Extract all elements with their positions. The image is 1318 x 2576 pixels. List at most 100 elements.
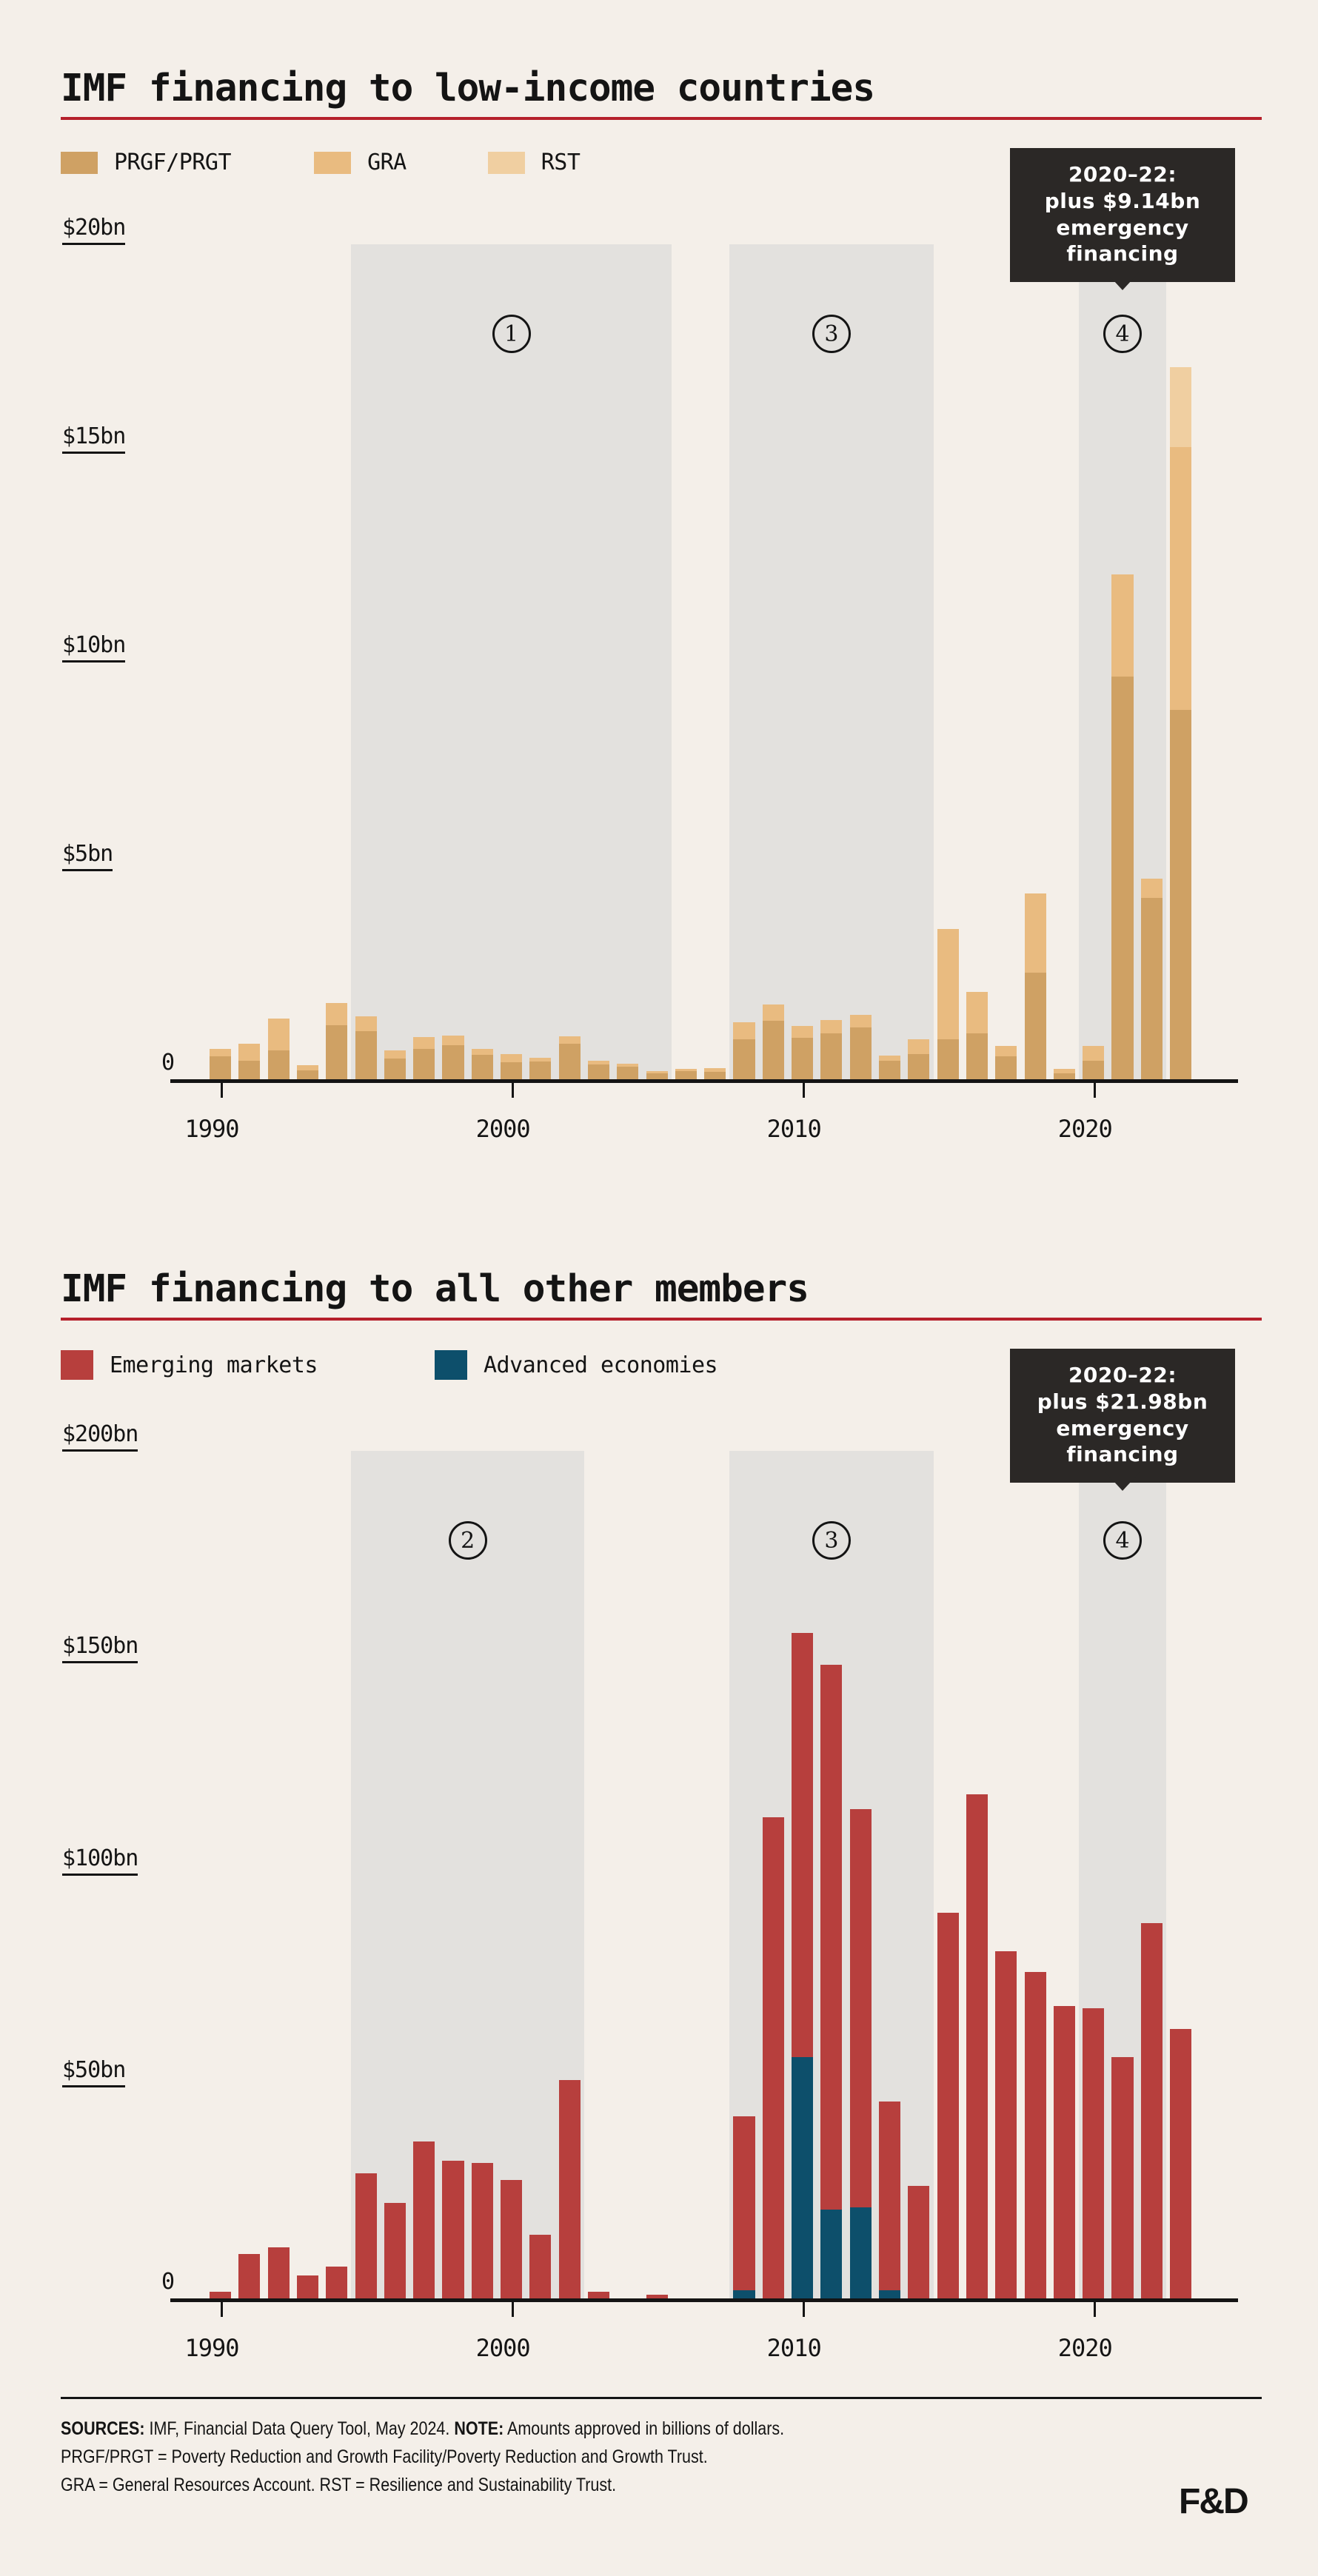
bar-1995[interactable]	[355, 244, 377, 1079]
bar-1997[interactable]	[413, 244, 435, 1079]
bar-2010[interactable]	[792, 1451, 814, 2298]
bar-2014[interactable]	[908, 244, 930, 1079]
bar-segment-2017-emergingmarkets	[995, 1951, 1017, 2298]
bar-segment-2022-prgfprgt	[1140, 897, 1163, 1079]
bar-2008[interactable]	[733, 1451, 755, 2298]
bar-1999[interactable]	[471, 244, 493, 1079]
bar-2013[interactable]	[879, 244, 901, 1079]
bar-2015[interactable]	[937, 1451, 959, 2298]
bar-2018[interactable]	[1024, 1451, 1046, 2298]
bar-2002[interactable]	[558, 1451, 581, 2298]
bar-2011[interactable]	[820, 244, 843, 1079]
highlight-band-1	[351, 244, 672, 1079]
bar-2008[interactable]	[733, 244, 755, 1079]
bar-2007[interactable]	[704, 1451, 726, 2298]
bar-2020[interactable]	[1083, 244, 1105, 1079]
callout-line-4: financing	[1066, 241, 1179, 266]
bar-1990[interactable]	[209, 244, 232, 1079]
bar-2001[interactable]	[529, 244, 552, 1079]
bar-segment-2010-emergingmarkets	[792, 1633, 814, 2057]
bar-1996[interactable]	[384, 244, 406, 1079]
footer-sources-label: SOURCES:	[61, 2418, 145, 2439]
bar-2010[interactable]	[792, 244, 814, 1079]
bar-2011[interactable]	[820, 1451, 843, 2298]
bar-2022[interactable]	[1140, 244, 1163, 1079]
bar-1996[interactable]	[384, 1451, 406, 2298]
bar-2003[interactable]	[587, 244, 610, 1079]
bar-2012[interactable]	[849, 244, 872, 1079]
bar-segment-2011-emergingmarkets	[820, 1665, 843, 2210]
bar-segment-2021-emergingmarkets	[1111, 2056, 1134, 2298]
bar-2001[interactable]	[529, 1451, 552, 2298]
bar-segment-2016-emergingmarkets	[966, 1794, 988, 2298]
bar-2017[interactable]	[995, 1451, 1017, 2298]
bar-segment-2000-emergingmarkets	[501, 2179, 523, 2298]
period-marker-4[interactable]: 4	[1103, 315, 1142, 353]
bar-2000[interactable]	[501, 244, 523, 1079]
bar-1998[interactable]	[442, 244, 464, 1079]
bar-1994[interactable]	[326, 1451, 348, 2298]
bar-2021[interactable]	[1111, 1451, 1134, 2298]
bar-2018[interactable]	[1024, 244, 1046, 1079]
bar-2005[interactable]	[646, 244, 668, 1079]
footer-text-a-3: GRA = General Resources Account. RST = R…	[61, 2475, 617, 2495]
bar-segment-1993-gra	[296, 1064, 318, 1070]
bar-2013[interactable]	[879, 1451, 901, 2298]
bar-2020[interactable]	[1083, 1451, 1105, 2298]
legend-item-ae[interactable]: Advanced economies	[434, 1350, 718, 1380]
legend-item-rst[interactable]: RST	[487, 150, 581, 175]
bar-2012[interactable]	[849, 1451, 872, 2298]
bar-1994[interactable]	[326, 244, 348, 1079]
bar-2016[interactable]	[966, 1451, 988, 2298]
bar-2004[interactable]	[617, 244, 639, 1079]
emergency-financing-callout: 2020–22: plus $21.98bn emergency financing	[1010, 1349, 1235, 1483]
bar-2009[interactable]	[762, 244, 784, 1079]
bar-1999[interactable]	[471, 1451, 493, 2298]
bar-segment-2012-emergingmarkets	[849, 1808, 872, 2207]
bar-2022[interactable]	[1140, 1451, 1163, 2298]
bar-1997[interactable]	[413, 1451, 435, 2298]
bar-2019[interactable]	[1053, 244, 1075, 1079]
bar-1992[interactable]	[267, 1451, 290, 2298]
bar-1990[interactable]	[209, 1451, 232, 2298]
bar-1991[interactable]	[238, 1451, 261, 2298]
bar-2004[interactable]	[617, 1451, 638, 2298]
bar-2007[interactable]	[704, 244, 726, 1079]
bar-2019[interactable]	[1053, 1451, 1075, 2298]
bar-2023[interactable]	[1170, 244, 1192, 1079]
bar-2006[interactable]	[675, 244, 697, 1079]
chart-1-legend: PRGF/PRGT GRA RST	[61, 150, 581, 175]
bar-1995[interactable]	[355, 1451, 377, 2298]
bar-1992[interactable]	[267, 244, 290, 1079]
bar-2017[interactable]	[995, 244, 1017, 1079]
period-marker-4[interactable]: 4	[1103, 1521, 1142, 1560]
y-axis-label-200: $200bn	[62, 1421, 138, 1452]
legend-item-prgf[interactable]: PRGF/PRGT	[61, 150, 232, 175]
bar-1993[interactable]	[296, 1451, 318, 2298]
bar-1991[interactable]	[238, 244, 261, 1079]
bar-2005[interactable]	[646, 1451, 668, 2298]
bar-2015[interactable]	[937, 244, 959, 1079]
bar-2002[interactable]	[558, 244, 581, 1079]
bar-segment-1992-emergingmarkets	[267, 2247, 290, 2298]
bar-2016[interactable]	[966, 244, 988, 1079]
bar-2009[interactable]	[762, 1451, 784, 2298]
bar-1998[interactable]	[442, 1451, 464, 2298]
bar-2023[interactable]	[1170, 1451, 1192, 2298]
x-axis-label-2000: 2000	[475, 1115, 531, 1143]
legend-item-gra[interactable]: GRA	[314, 150, 407, 175]
bar-2003[interactable]	[587, 1451, 610, 2298]
period-marker-1[interactable]: 1	[492, 315, 531, 353]
period-marker-3[interactable]: 3	[812, 1521, 851, 1560]
bar-2014[interactable]	[908, 1451, 930, 2298]
callout-line-2: plus $9.14bn	[1044, 188, 1201, 213]
bar-1993[interactable]	[296, 244, 318, 1079]
bar-segment-2023-emergingmarkets	[1170, 2029, 1192, 2298]
bar-segment-1998-gra	[442, 1036, 464, 1045]
legend-item-em[interactable]: Emerging markets	[61, 1350, 318, 1380]
bar-2021[interactable]	[1111, 244, 1134, 1079]
period-marker-2[interactable]: 2	[448, 1521, 487, 1560]
period-marker-3[interactable]: 3	[812, 315, 851, 353]
bar-2000[interactable]	[501, 1451, 523, 2298]
bar-2006[interactable]	[675, 1451, 697, 2298]
